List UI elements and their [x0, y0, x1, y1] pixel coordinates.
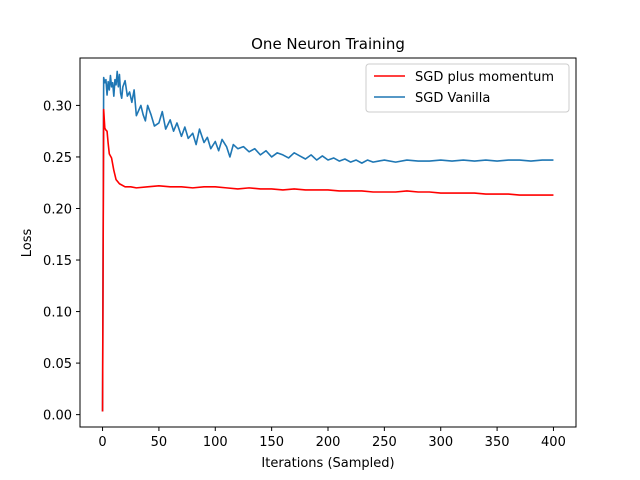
- x-tick-label: 250: [372, 435, 397, 450]
- x-tick-label: 300: [428, 435, 453, 450]
- x-tick-label: 350: [485, 435, 510, 450]
- y-tick-label: 0.10: [43, 306, 72, 321]
- y-tick-label: 0.00: [43, 409, 72, 424]
- chart-title: One Neuron Training: [251, 35, 405, 53]
- series-line-sgd-vanilla: [101, 70, 554, 412]
- series-line-sgd-plus-momentum: [101, 108, 554, 412]
- y-tick-label: 0.30: [43, 99, 72, 114]
- x-tick-label: 0: [98, 435, 106, 450]
- y-tick-label: 0.05: [43, 357, 72, 372]
- x-tick-label: 200: [316, 435, 341, 450]
- y-tick-label: 0.20: [43, 202, 72, 217]
- plot-series: [101, 70, 554, 412]
- x-axis-label: Iterations (Sampled): [261, 456, 394, 471]
- x-tick-label: 150: [259, 435, 284, 450]
- x-tick-label: 50: [151, 435, 168, 450]
- x-tick-label: 400: [541, 435, 566, 450]
- y-tick-label: 0.25: [43, 151, 72, 166]
- y-axis: 0.00 0.05 0.10 0.15 0.20 0.25 0.30: [43, 99, 80, 424]
- legend-box: [365, 63, 570, 113]
- y-tick-label: 0.15: [43, 254, 72, 269]
- x-axis: 0 50 100 150 200 250 300 350 400: [98, 427, 566, 450]
- y-axis-label: Loss: [20, 229, 35, 258]
- x-tick-label: 100: [203, 435, 228, 450]
- legend-label-sgd-plus-momentum: SGD plus momentum: [415, 70, 554, 85]
- legend: SGD plus momentum SGD Vanilla: [365, 63, 570, 113]
- legend-label-sgd-vanilla: SGD Vanilla: [415, 91, 490, 106]
